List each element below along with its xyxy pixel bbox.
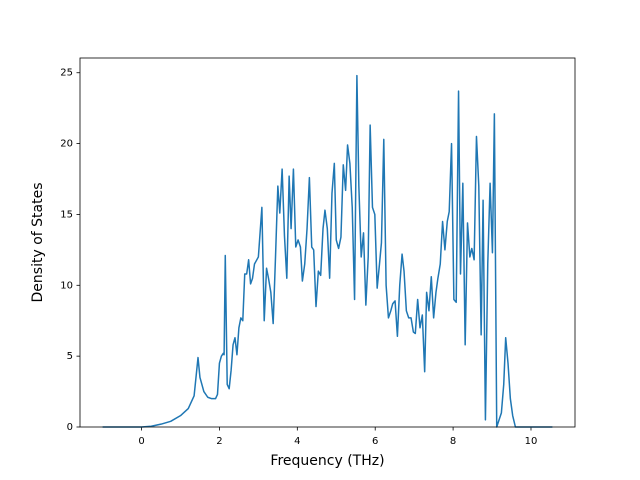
dos-line (102, 74, 553, 428)
x-tick-label: 10 (525, 436, 538, 447)
y-tick-label: 5 (67, 351, 73, 362)
x-axis-label: Frequency (THz) (270, 453, 384, 469)
y-tick-label: 15 (60, 209, 73, 220)
y-axis-label: Density of States (30, 183, 46, 303)
x-tick-label: 2 (216, 436, 222, 447)
x-tick-label: 8 (450, 436, 456, 447)
y-tick-label: 25 (60, 68, 73, 79)
x-tick-label: 4 (294, 436, 300, 447)
y-tick-label: 10 (60, 280, 73, 291)
y-tick-label: 20 (60, 139, 73, 150)
x-tick-label: 0 (138, 436, 144, 447)
plot-frame (79, 57, 576, 428)
x-tick-label: 6 (372, 436, 378, 447)
y-tick-label: 0 (67, 422, 73, 433)
